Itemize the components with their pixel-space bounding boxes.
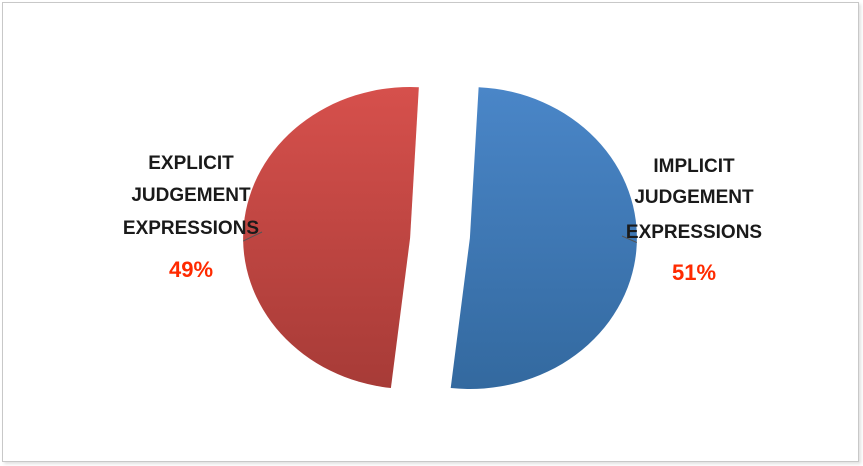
leader-lines — [242, 231, 638, 243]
pie-slice-implicit — [450, 87, 637, 389]
label-explicit-percent: 49% — [169, 257, 213, 282]
label-implicit-percent: 51% — [672, 260, 716, 285]
pie-slice-explicit — [243, 87, 419, 388]
label-explicit: EXPLICIT JUDGEMENT EXPRESSIONS 49% — [123, 153, 259, 282]
label-implicit-line-1: IMPLICIT — [653, 156, 735, 177]
label-explicit-line-3: EXPRESSIONS — [123, 218, 259, 239]
label-explicit-line-1: EXPLICIT — [148, 153, 234, 174]
label-implicit-line-3: EXPRESSIONS — [626, 222, 762, 243]
label-implicit-line-2: JUDGEMENT — [634, 187, 754, 208]
leader-line-explicit — [242, 231, 263, 242]
label-explicit-line-2: JUDGEMENT — [131, 185, 251, 206]
pie-slices — [243, 87, 637, 389]
label-implicit: IMPLICIT JUDGEMENT EXPRESSIONS 51% — [626, 156, 762, 285]
leader-line-implicit — [621, 235, 638, 243]
